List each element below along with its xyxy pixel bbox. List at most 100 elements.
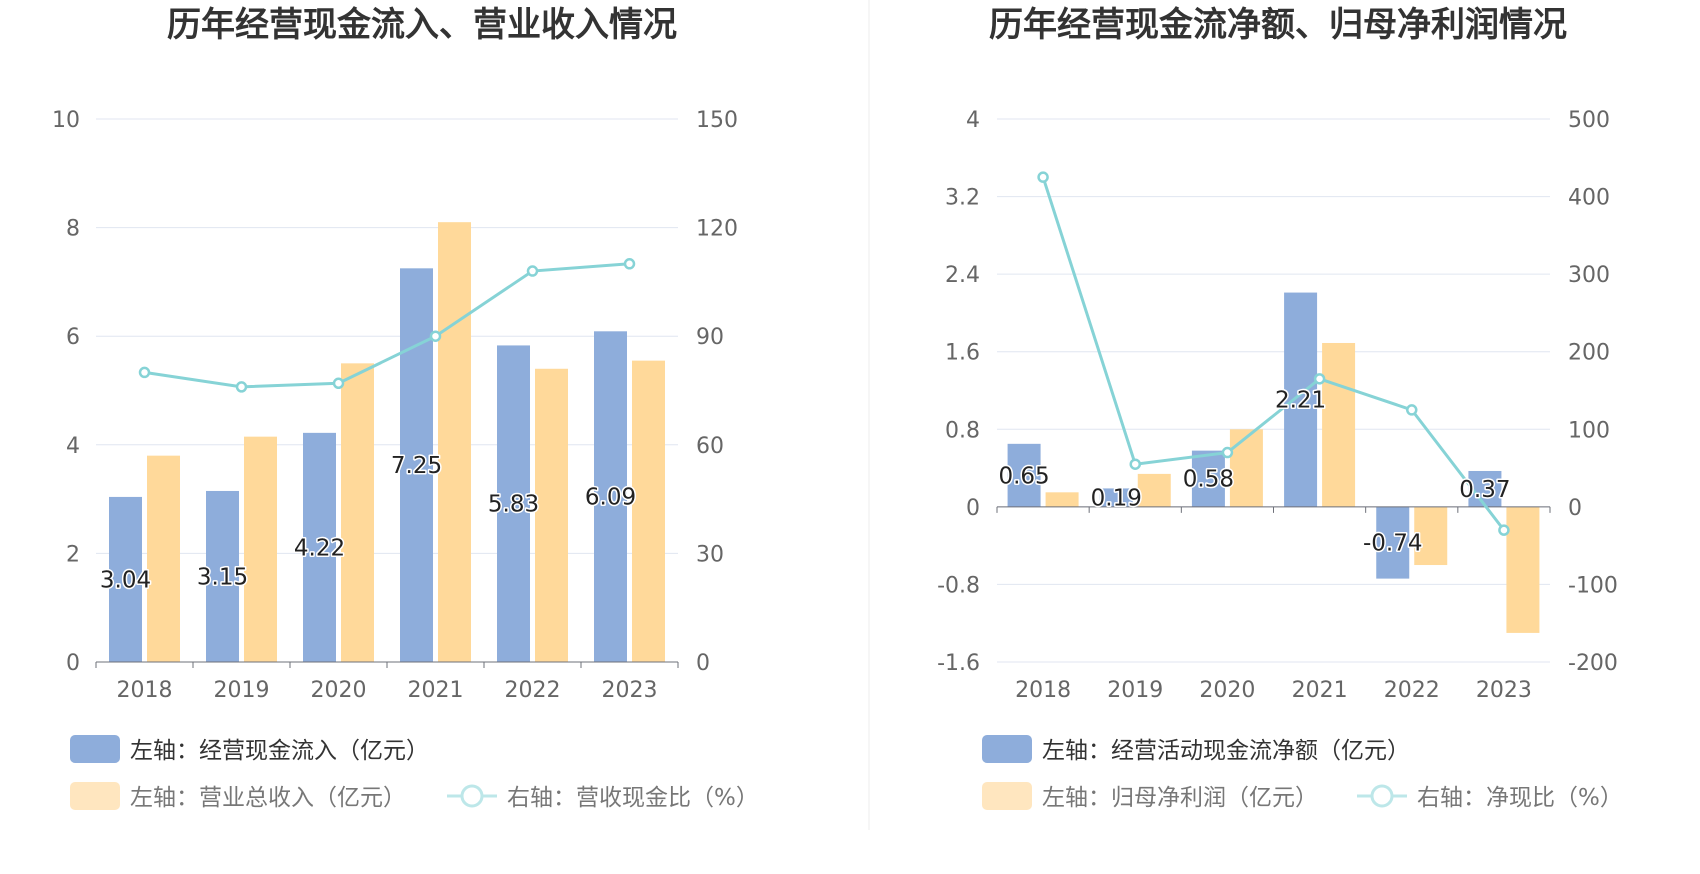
- legend-label: 右轴：营收现金比（%）: [507, 785, 759, 811]
- y-right-tick-label: 500: [1568, 108, 1610, 133]
- data-label: 2.21: [1275, 388, 1326, 414]
- y-left-tick-label: 0.8: [945, 418, 980, 443]
- x-tick-label: 2020: [311, 678, 367, 703]
- x-tick-label: 2023: [602, 678, 658, 703]
- bar-primary: [1099, 488, 1133, 507]
- bar-secondary: [535, 368, 568, 662]
- x-tick-label: 2023: [1476, 678, 1532, 703]
- y-left-tick-label: -0.8: [937, 573, 980, 598]
- y-axis-left: -1.6 -0.8 0 0.8 1.6 2.4 3.2 4: [937, 108, 980, 676]
- ratio-line-point: [1406, 404, 1418, 416]
- ratio-line-point: [1313, 373, 1326, 385]
- ratio-line-path: [1041, 176, 1506, 532]
- data-label: 0.65: [998, 463, 1049, 489]
- legend-label: 左轴：经营现金流入（亿元）: [130, 738, 429, 764]
- bar-secondary: [244, 436, 277, 662]
- data-label: 0.19: [1091, 486, 1142, 512]
- y-left-tick-label: 10: [52, 108, 80, 133]
- legend-item-ratio[interactable]: 右轴：净现比（%）: [1357, 784, 1623, 811]
- ratio-line-point: [235, 381, 248, 393]
- legend-item-cash-inflow[interactable]: 左轴：经营现金流入（亿元）: [70, 735, 429, 764]
- legend-label: 左轴：营业总收入（亿元）: [130, 785, 406, 811]
- bar-secondary: [1137, 473, 1171, 507]
- data-label: 0.37: [1459, 477, 1510, 503]
- x-tick-label: 2021: [1292, 678, 1348, 703]
- data-label: 0.58: [1183, 467, 1234, 493]
- y-right-tick-label: 100: [1568, 418, 1610, 443]
- bar-secondary: [438, 222, 471, 663]
- legend-item-ratio[interactable]: 右轴：营收现金比（%）: [447, 784, 759, 811]
- data-label: 3.04: [100, 567, 151, 593]
- ratio-line-point: [526, 265, 539, 277]
- x-tick-label: 2018: [117, 678, 173, 703]
- legend-swatch: [70, 735, 120, 763]
- chart-title: 历年经营现金流净额、归母净利润情况: [989, 5, 1567, 45]
- ratio-line-point: [138, 366, 151, 379]
- y-left-tick-label: 2.4: [945, 263, 980, 288]
- x-axis: 2018 2019 2020 2021 2022 2023: [996, 506, 1551, 703]
- legend-marker: [1370, 784, 1394, 808]
- chart-title: 历年经营现金流入、营业收入情况: [167, 5, 677, 45]
- legend-swatch: [982, 735, 1032, 763]
- legend-label: 左轴：经营活动现金流净额（亿元）: [1042, 738, 1410, 764]
- grid-lines: [997, 118, 1550, 663]
- y-right-tick-label: 120: [696, 217, 738, 242]
- legend-item-net-profit[interactable]: 左轴：归母净利润（亿元）: [982, 782, 1318, 811]
- chart-cash-inflow-revenue: 历年经营现金流入、营业收入情况 0 2 4 6 8 10 0 30 60 90 120 150 20…: [52, 5, 759, 811]
- y-left-tick-label: 2: [66, 542, 80, 567]
- x-axis: 2018 2019 2020 2021 2022 2023: [95, 661, 679, 703]
- legend: 左轴：经营现金流入（亿元） 左轴：营业总收入（亿元） 右轴：营收现金比（%）: [70, 735, 759, 811]
- ratio-line-point: [623, 258, 636, 270]
- ratio-line-point: [1498, 524, 1510, 536]
- y-axis-right: -200 -100 0 100 200 300 400 500: [1568, 108, 1618, 676]
- ratio-line-point: [1129, 458, 1141, 470]
- y-left-tick-label: -1.6: [937, 651, 980, 676]
- ratio-line-point: [1037, 171, 1049, 183]
- y-right-tick-label: 0: [1568, 496, 1582, 521]
- data-label: 6.09: [585, 485, 636, 511]
- y-right-tick-label: -200: [1568, 651, 1618, 676]
- ratio-line-point: [1221, 446, 1234, 459]
- legend-item-revenue[interactable]: 左轴：营业总收入（亿元）: [70, 782, 406, 811]
- data-label: -0.74: [1363, 531, 1423, 557]
- data-label: 3.15: [197, 564, 248, 590]
- y-left-tick-label: 4: [966, 108, 980, 133]
- y-left-tick-label: 1.6: [945, 341, 980, 366]
- bar-primary: [1284, 292, 1318, 507]
- bar-secondary: [1229, 429, 1263, 507]
- ratio-line-point: [332, 377, 345, 390]
- y-left-tick-label: 4: [66, 434, 80, 459]
- legend-label: 左轴：归母净利润（亿元）: [1042, 785, 1318, 811]
- bar-secondary: [1506, 506, 1540, 633]
- bars: [109, 222, 665, 663]
- y-right-tick-label: 60: [696, 434, 724, 459]
- bar-primary: [594, 331, 627, 662]
- legend-label: 右轴：净现比（%）: [1417, 785, 1623, 811]
- y-left-tick-label: 0: [966, 496, 980, 521]
- y-right-tick-label: 200: [1568, 341, 1610, 366]
- bar-primary: [497, 345, 530, 662]
- x-tick-label: 2022: [505, 678, 561, 703]
- bar-secondary: [147, 455, 180, 662]
- legend-swatch: [982, 782, 1032, 810]
- legend: 左轴：经营活动现金流净额（亿元） 左轴：归母净利润（亿元） 右轴：净现比（%）: [982, 735, 1623, 811]
- x-tick-label: 2021: [408, 678, 464, 703]
- data-labels: 0.65 0.19 0.58 2.21 -0.74 0.37: [997, 386, 1512, 558]
- bar-secondary: [1045, 492, 1079, 507]
- ratio-line-point: [429, 330, 442, 342]
- ratio-line-path: [144, 262, 630, 389]
- bar-secondary: [341, 363, 374, 662]
- y-right-tick-label: 0: [696, 651, 710, 676]
- data-labels: 3.04 3.15 4.22 7.25 5.83 6.09: [98, 452, 637, 595]
- y-left-tick-label: 8: [66, 217, 80, 242]
- legend-item-net-cash-flow[interactable]: 左轴：经营活动现金流净额（亿元）: [982, 735, 1410, 764]
- x-tick-label: 2020: [1199, 678, 1255, 703]
- y-right-tick-label: 300: [1568, 263, 1610, 288]
- data-label: 4.22: [294, 535, 345, 561]
- bar-primary: [1191, 450, 1225, 507]
- bars: [1007, 292, 1540, 633]
- legend-marker: [460, 784, 484, 808]
- bar-secondary: [1414, 506, 1448, 566]
- y-axis-right: 0 30 60 90 120 150: [696, 108, 738, 676]
